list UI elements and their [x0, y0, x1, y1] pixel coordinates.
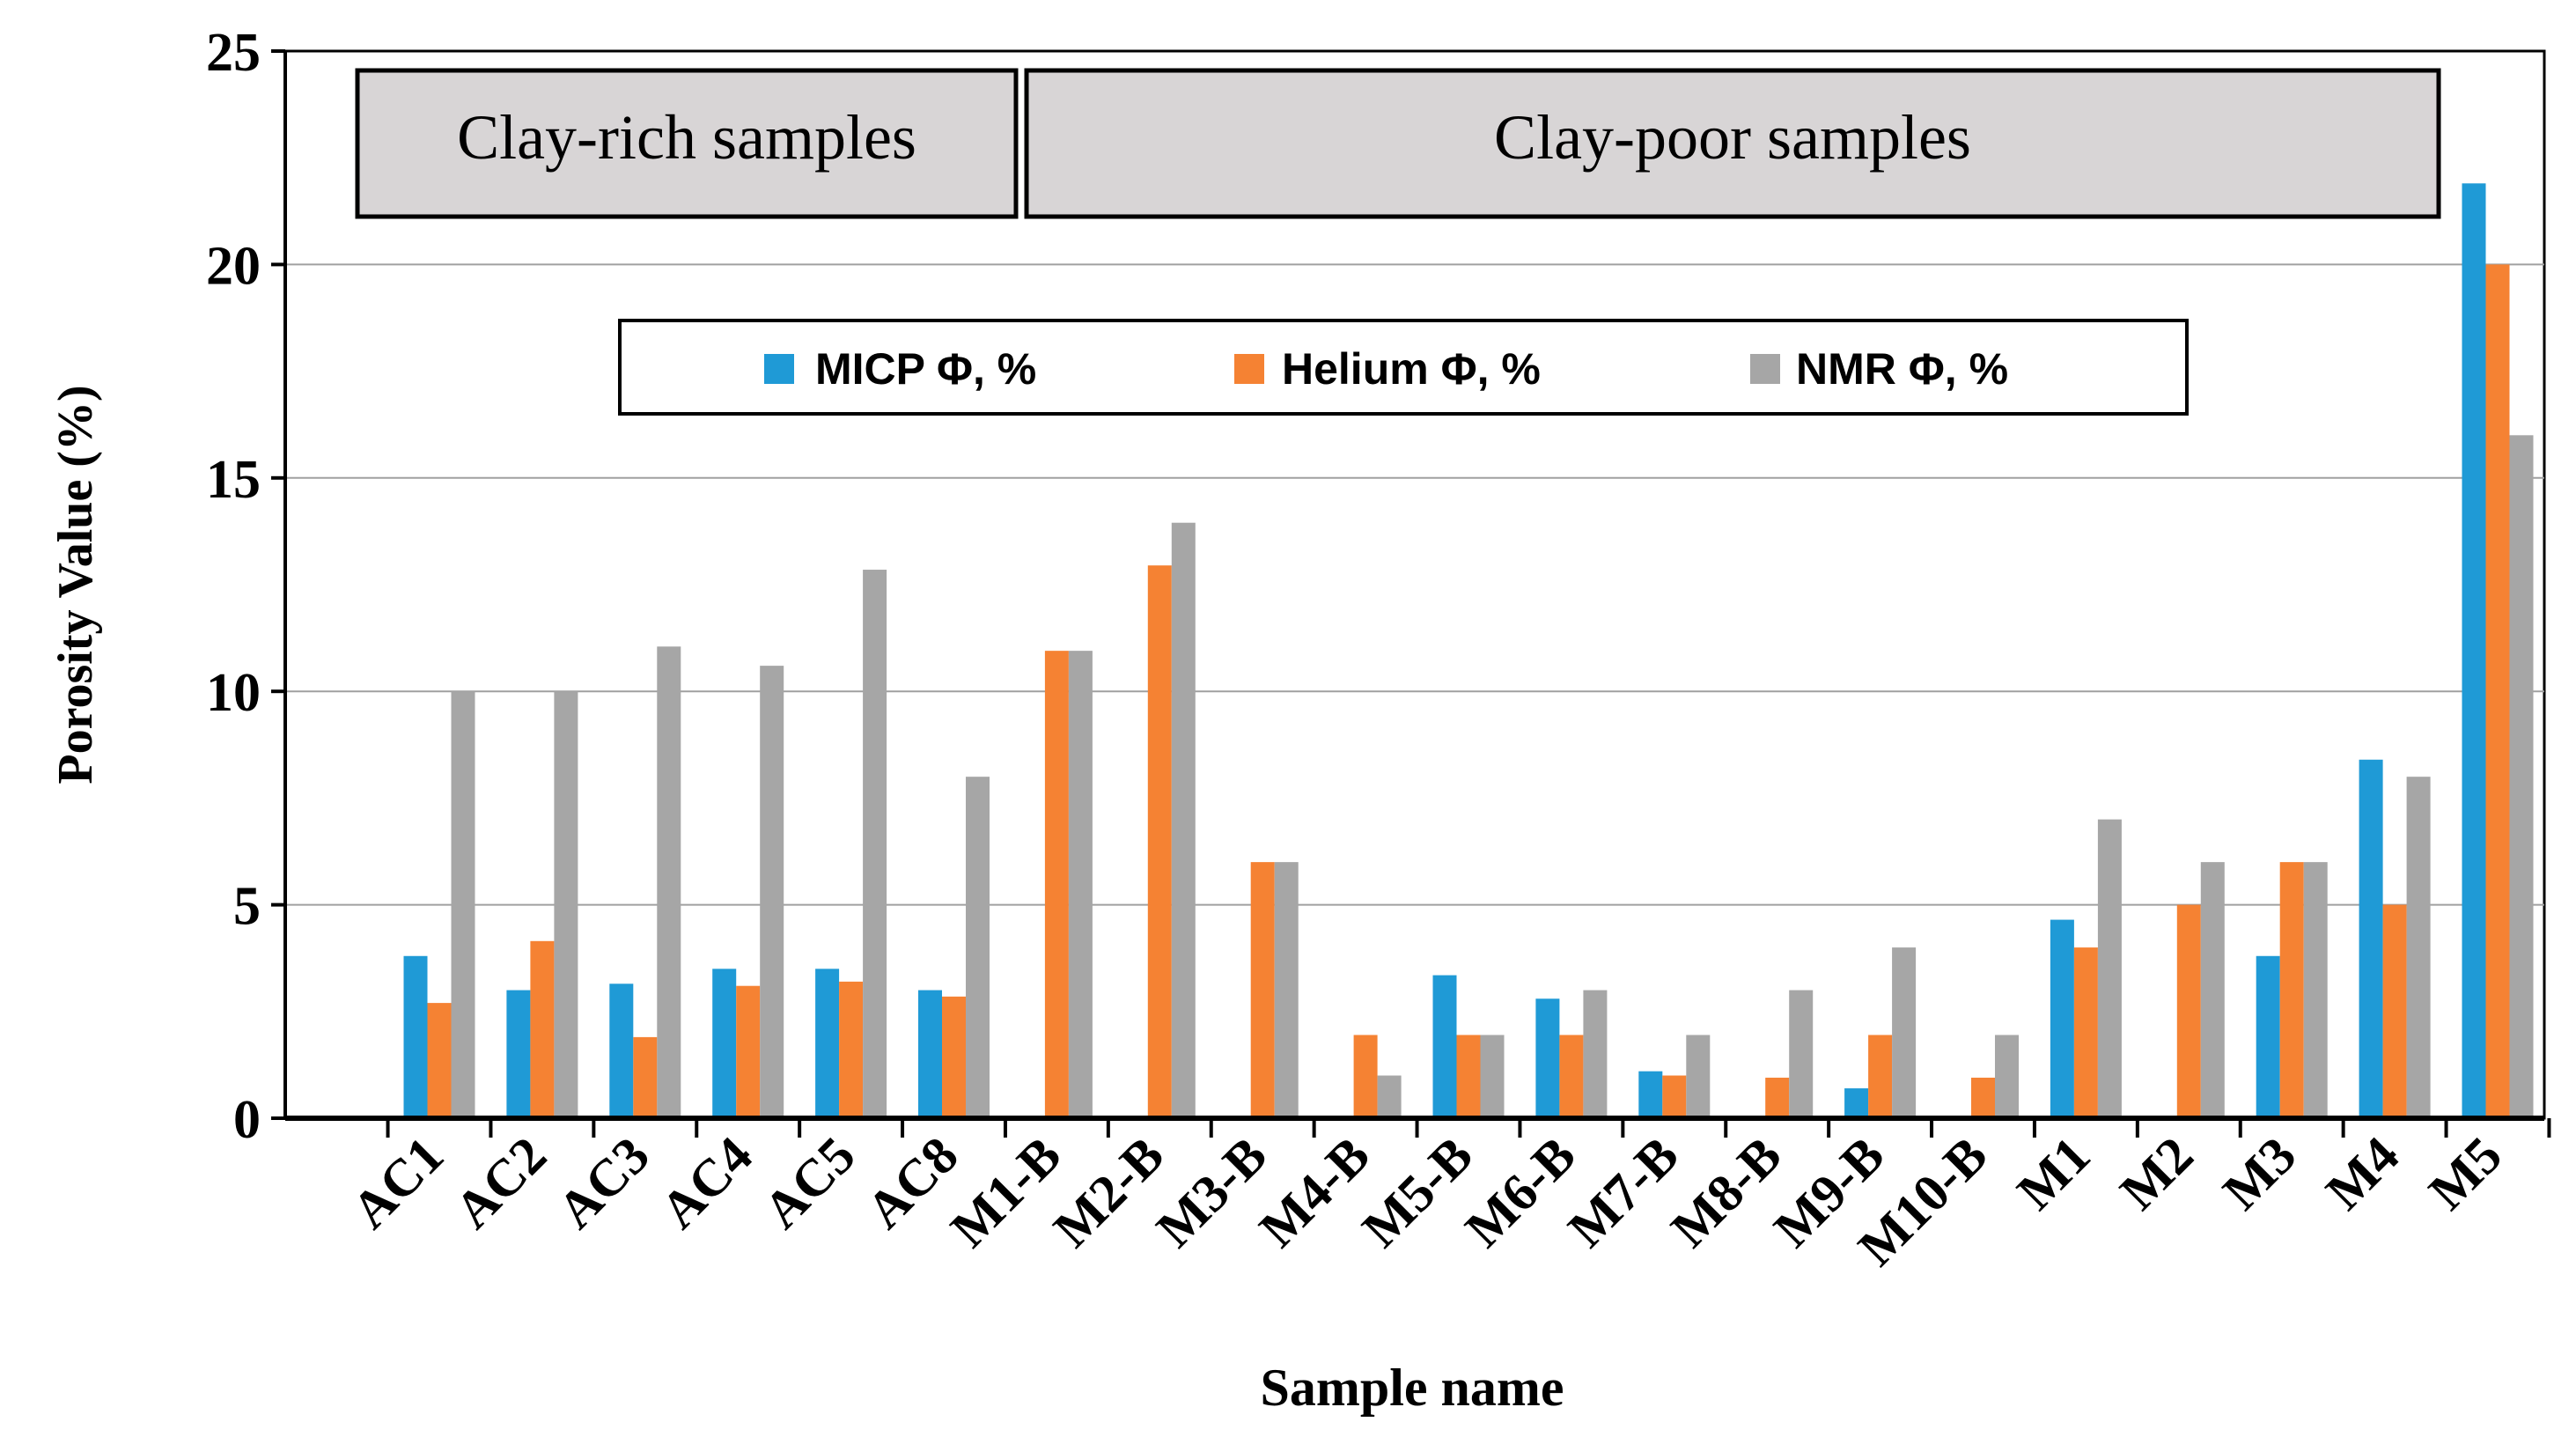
legend: MICP Φ, % Helium Φ, % NMR Φ, % — [618, 319, 2189, 416]
y-axis-ticks: 0 5 10 15 20 25 — [206, 23, 285, 1150]
x-tick-label: M4 — [2315, 1126, 2410, 1221]
x-tick-label: AC5 — [753, 1126, 866, 1240]
y-tick-label: 25 — [206, 23, 261, 83]
bar-helium-m2 — [2176, 904, 2201, 1118]
bar-nmr-m3-b — [1274, 862, 1299, 1118]
bar-nmr-m2-b — [1171, 522, 1196, 1118]
x-tick-label: M3-B — [1145, 1126, 1277, 1258]
x-tick-label: M4-B — [1248, 1126, 1380, 1258]
bar-nmr-m3 — [2303, 862, 2328, 1118]
legend-swatch-nmr — [1750, 354, 1780, 384]
bar-helium-m1 — [2073, 947, 2098, 1118]
y-tick-label: 5 — [233, 877, 261, 937]
x-tick-label: M5-B — [1351, 1126, 1483, 1258]
bar-micp-ac8 — [918, 990, 942, 1118]
bar-nmr-m1-b — [1068, 651, 1093, 1118]
bar-micp-ac2 — [506, 990, 531, 1118]
x-tick-label: AC2 — [444, 1126, 557, 1240]
x-tick-label: AC3 — [547, 1126, 660, 1240]
legend-label-helium: Helium Φ, % — [1282, 344, 1541, 394]
y-axis-title: Porosity Value (%) — [48, 385, 103, 784]
x-tick-label: M5 — [2418, 1126, 2513, 1221]
bar-nmr-ac3 — [657, 646, 681, 1118]
bar-micp-m9-b — [1844, 1088, 1869, 1118]
group-header-clay-poor: Clay-poor samples — [1024, 68, 2441, 219]
bar-micp-m1 — [2050, 919, 2074, 1118]
y-tick-label: 10 — [206, 663, 261, 723]
bar-helium-ac1 — [427, 1003, 452, 1118]
x-tick-label: M1 — [2006, 1126, 2101, 1221]
bar-helium-ac3 — [633, 1036, 658, 1118]
bar-nmr-ac2 — [554, 691, 578, 1118]
y-tick-label: 0 — [233, 1090, 261, 1150]
bar-nmr-m8-b — [1789, 990, 1814, 1118]
bar-micp-m3 — [2256, 955, 2280, 1118]
bar-nmr-m6-b — [1583, 990, 1608, 1118]
bar-helium-ac4 — [736, 985, 761, 1118]
legend-swatch-micp — [764, 354, 794, 384]
group-header-clay-rich: Clay-rich samples — [355, 68, 1019, 219]
bar-nmr-ac5 — [863, 570, 887, 1118]
x-tick-label: M7-B — [1557, 1126, 1689, 1258]
bar-micp-ac5 — [815, 969, 840, 1118]
legend-label-nmr: NMR Φ, % — [1796, 344, 2008, 394]
bar-helium-m9-b — [1868, 1035, 1893, 1118]
x-tick-label: AC4 — [650, 1126, 763, 1240]
bar-nmr-m7-b — [1686, 1035, 1711, 1118]
bar-nmr-ac8 — [966, 777, 990, 1118]
group-label-clay-poor: Clay-poor samples — [1494, 102, 1971, 173]
bar-micp-m4 — [2359, 759, 2383, 1118]
bar-helium-m10-b — [1971, 1077, 1995, 1118]
bar-micp-m7-b — [1638, 1071, 1663, 1118]
y-tick-label: 15 — [206, 450, 261, 510]
bar-micp-m5-b — [1432, 975, 1457, 1118]
x-axis-title: Sample name — [1261, 1359, 1564, 1417]
bar-helium-m2-b — [1147, 565, 1172, 1118]
bar-nmr-ac4 — [760, 666, 784, 1118]
bar-nmr-m9-b — [1892, 947, 1917, 1118]
x-tick-label: M3 — [2212, 1126, 2307, 1221]
y-tick-label: 20 — [206, 236, 261, 296]
bar-helium-ac2 — [530, 940, 555, 1118]
x-tick-label: M8-B — [1660, 1126, 1792, 1258]
bar-micp-ac1 — [403, 955, 428, 1118]
bar-micp-ac4 — [712, 969, 737, 1118]
x-tick-label: M1-B — [939, 1126, 1071, 1258]
bar-helium-m6-b — [1559, 1035, 1584, 1118]
bar-nmr-m10-b — [1995, 1035, 2019, 1118]
bar-micp-m6-b — [1535, 998, 1560, 1118]
bar-helium-m8-b — [1765, 1077, 1790, 1118]
bar-helium-ac8 — [942, 996, 966, 1118]
bar-series — [403, 183, 2534, 1119]
bar-helium-m3-b — [1250, 862, 1275, 1118]
bar-nmr-m2 — [2200, 862, 2225, 1118]
bar-helium-ac5 — [839, 981, 864, 1118]
bar-helium-m4-b — [1353, 1035, 1378, 1118]
x-axis-ticks: AC1AC2AC3AC4AC5AC8M1-BM2-BM3-BM4-BM5-BM6… — [341, 1118, 2551, 1277]
bar-micp-ac3 — [609, 984, 634, 1118]
bar-helium-m3 — [2279, 862, 2304, 1118]
bar-nmr-m4-b — [1377, 1075, 1402, 1118]
bar-nmr-m4 — [2406, 777, 2431, 1118]
x-tick-label: AC1 — [341, 1126, 454, 1240]
legend-swatch-helium — [1234, 354, 1264, 384]
bar-helium-m5-b — [1456, 1035, 1481, 1118]
bar-nmr-m5 — [2509, 435, 2534, 1118]
bar-nmr-m5-b — [1480, 1035, 1505, 1118]
legend-label-micp: MICP Φ, % — [815, 344, 1036, 394]
x-tick-label: M2-B — [1042, 1126, 1174, 1258]
bar-helium-m1-b — [1044, 651, 1069, 1118]
bar-micp-m5 — [2462, 183, 2486, 1119]
bar-nmr-ac1 — [451, 691, 475, 1118]
bar-nmr-m1 — [2097, 819, 2122, 1118]
group-label-clay-rich: Clay-rich samples — [457, 102, 916, 173]
bar-helium-m7-b — [1662, 1075, 1687, 1118]
bar-helium-m5 — [2485, 264, 2510, 1118]
bar-helium-m4 — [2382, 904, 2407, 1118]
x-tick-label: M2 — [2109, 1126, 2204, 1221]
x-tick-label: M6-B — [1454, 1126, 1586, 1258]
